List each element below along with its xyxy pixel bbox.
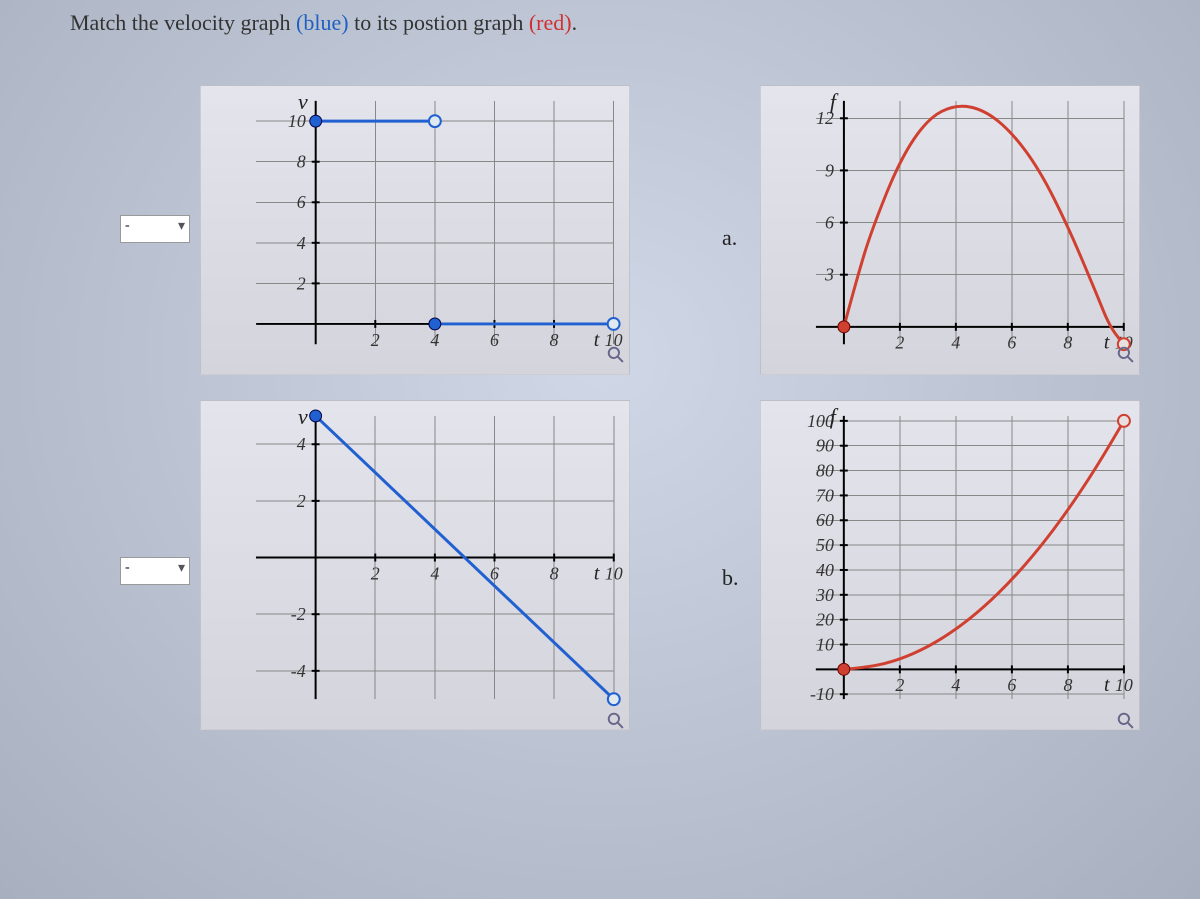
svg-text:6: 6 (825, 213, 834, 233)
svg-text:9: 9 (825, 160, 834, 180)
svg-text:f: f (830, 90, 839, 114)
match-dropdown-2[interactable]: - (120, 557, 190, 585)
svg-text:v: v (298, 405, 308, 429)
svg-text:4: 4 (951, 333, 960, 353)
svg-text:10: 10 (816, 634, 834, 654)
svg-text:2: 2 (297, 491, 306, 511)
velocity-graph-2: 2 4 6 8 10 -4 -2 2 4 v t (200, 400, 630, 730)
svg-text:50: 50 (816, 535, 834, 555)
svg-text:-10: -10 (810, 684, 834, 704)
svg-text:10: 10 (1115, 675, 1133, 695)
svg-text:2: 2 (297, 273, 306, 293)
svg-text:4: 4 (430, 330, 439, 350)
svg-text:70: 70 (816, 485, 834, 505)
position-graph-a: 24681036912ft (760, 85, 1140, 375)
svg-text:30: 30 (815, 585, 834, 605)
svg-text:10: 10 (288, 111, 306, 131)
svg-text:2: 2 (371, 330, 380, 350)
match-dropdown-1[interactable]: - (120, 215, 190, 243)
svg-text:4: 4 (430, 563, 439, 583)
svg-text:t: t (1104, 674, 1110, 696)
svg-text:20: 20 (816, 610, 834, 630)
position-graph-b: 246810-10102030405060708090100ft (760, 400, 1140, 730)
svg-text:4: 4 (297, 434, 306, 454)
svg-text:8: 8 (550, 330, 559, 350)
svg-text:40: 40 (816, 560, 834, 580)
svg-text:v: v (298, 90, 308, 114)
svg-text:t: t (594, 562, 600, 584)
svg-text:2: 2 (895, 675, 904, 695)
svg-text:6: 6 (490, 563, 499, 583)
svg-text:8: 8 (297, 152, 306, 172)
svg-text:3: 3 (824, 265, 834, 285)
svg-text:8: 8 (1063, 675, 1072, 695)
question-prompt: Match the velocity graph (blue) to its p… (70, 10, 577, 36)
option-label-b: b. (722, 565, 739, 591)
svg-text:60: 60 (816, 510, 834, 530)
svg-text:80: 80 (816, 461, 834, 481)
svg-text:-2: -2 (291, 604, 306, 624)
svg-text:90: 90 (816, 436, 834, 456)
svg-text:4: 4 (951, 675, 960, 695)
svg-text:8: 8 (1063, 333, 1072, 353)
svg-text:10: 10 (605, 563, 623, 583)
svg-text:-4: -4 (291, 661, 306, 681)
svg-text:6: 6 (1007, 333, 1016, 353)
svg-text:6: 6 (1007, 675, 1016, 695)
svg-text:2: 2 (895, 333, 904, 353)
svg-text:6: 6 (297, 192, 306, 212)
svg-text:6: 6 (490, 330, 499, 350)
velocity-graph-1: 246810246810vt (200, 85, 630, 375)
svg-text:t: t (1104, 332, 1110, 354)
svg-text:4: 4 (297, 233, 306, 253)
svg-text:t: t (594, 329, 600, 351)
svg-text:8: 8 (550, 563, 559, 583)
svg-text:2: 2 (371, 563, 380, 583)
option-label-a: a. (722, 225, 737, 251)
svg-text:f: f (830, 405, 839, 429)
